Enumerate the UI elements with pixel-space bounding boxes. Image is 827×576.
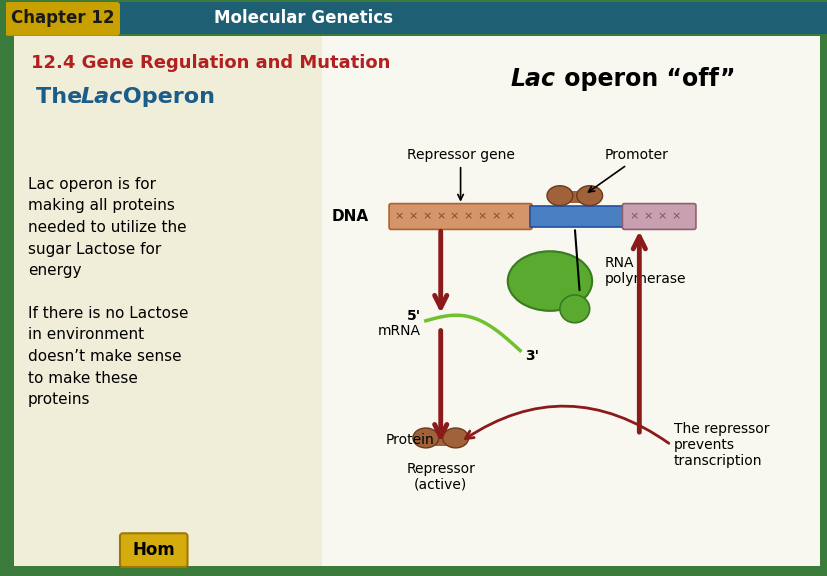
- Text: Lac: Lac: [80, 88, 122, 107]
- Text: 5': 5': [406, 309, 420, 323]
- Text: Chapter 12: Chapter 12: [11, 9, 114, 27]
- Text: ×: ×: [422, 211, 431, 222]
- FancyBboxPatch shape: [6, 2, 827, 34]
- Ellipse shape: [576, 185, 602, 206]
- Text: ×: ×: [657, 211, 666, 222]
- Ellipse shape: [507, 251, 591, 311]
- FancyBboxPatch shape: [554, 191, 594, 203]
- FancyBboxPatch shape: [5, 2, 120, 36]
- Text: Lac operon is for
making all proteins
needed to utilize the
sugar Lactose for
en: Lac operon is for making all proteins ne…: [27, 177, 186, 278]
- Text: ×: ×: [449, 211, 459, 222]
- Text: ×: ×: [436, 211, 445, 222]
- Ellipse shape: [547, 185, 572, 206]
- Text: 3': 3': [524, 348, 538, 362]
- Text: Protein: Protein: [385, 433, 434, 447]
- FancyBboxPatch shape: [529, 206, 624, 228]
- Text: ×: ×: [629, 211, 638, 222]
- Text: ×: ×: [394, 211, 404, 222]
- FancyBboxPatch shape: [120, 533, 187, 567]
- FancyBboxPatch shape: [418, 434, 462, 446]
- Text: ×: ×: [477, 211, 486, 222]
- Text: Lac: Lac: [510, 67, 555, 92]
- Text: ×: ×: [505, 211, 514, 222]
- Text: ×: ×: [491, 211, 500, 222]
- Text: Operon: Operon: [115, 88, 215, 107]
- Text: ×: ×: [408, 211, 417, 222]
- Text: RNA
polymerase: RNA polymerase: [604, 256, 686, 286]
- Text: Molecular Genetics: Molecular Genetics: [214, 9, 393, 27]
- Text: The repressor
prevents
transcription: The repressor prevents transcription: [673, 422, 768, 468]
- Ellipse shape: [413, 428, 438, 448]
- FancyBboxPatch shape: [321, 36, 819, 566]
- Text: mRNA: mRNA: [377, 324, 420, 338]
- Text: ×: ×: [463, 211, 473, 222]
- Text: Repressor gene: Repressor gene: [406, 148, 514, 162]
- FancyBboxPatch shape: [14, 36, 819, 566]
- FancyBboxPatch shape: [389, 203, 532, 229]
- Text: Hom: Hom: [132, 541, 175, 559]
- Text: Repressor
(active): Repressor (active): [406, 462, 475, 492]
- Text: If there is no Lactose
in environment
doesn’t make sense
to make these
proteins: If there is no Lactose in environment do…: [27, 306, 188, 407]
- Text: DNA: DNA: [331, 209, 368, 224]
- Text: Promoter: Promoter: [605, 148, 668, 162]
- Text: The: The: [36, 88, 89, 107]
- Text: operon “off”: operon “off”: [555, 67, 734, 92]
- Text: 12.4 Gene Regulation and Mutation: 12.4 Gene Regulation and Mutation: [31, 54, 390, 71]
- Ellipse shape: [559, 295, 589, 323]
- FancyBboxPatch shape: [622, 203, 695, 229]
- Ellipse shape: [442, 428, 468, 448]
- Text: ×: ×: [671, 211, 680, 222]
- Text: ×: ×: [643, 211, 653, 222]
